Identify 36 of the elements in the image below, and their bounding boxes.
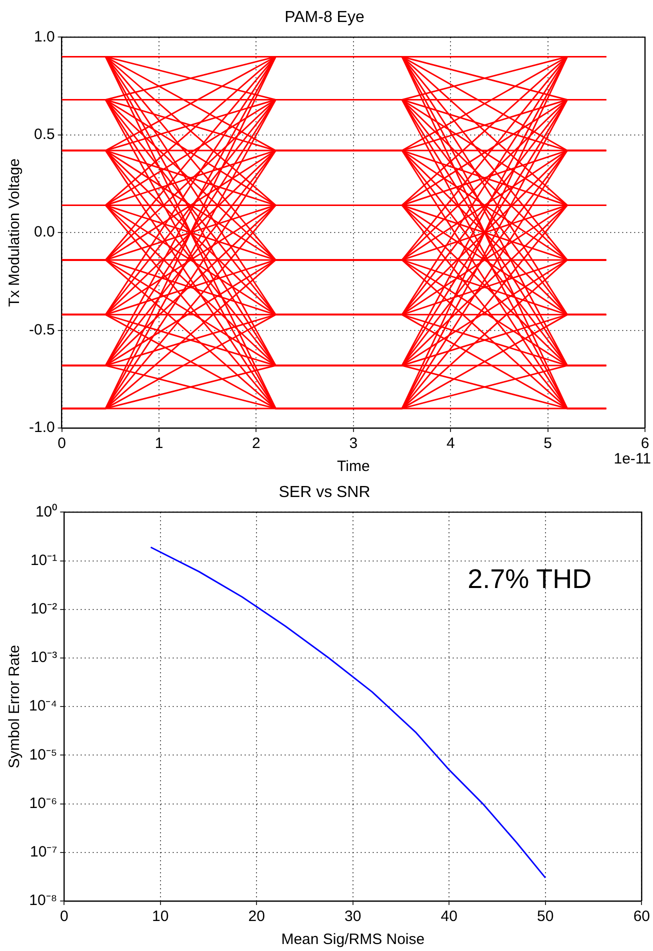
y-tick-label: 0.0 [34,224,55,241]
annotation: 2.7% THD [468,564,592,594]
x-tick-label: 6 [640,435,650,452]
text: 1e-11 [614,450,651,468]
y-axis-title: Symbol Error Rate [6,644,24,768]
y-tick-label: 0.5 [34,126,55,144]
y-tick-label: 10⁻² [30,600,58,618]
y-tick-label: 10⁻⁸ [29,892,58,910]
x-tick-label: 30 [344,908,362,926]
y-tick-label: 10⁻³ [30,649,58,666]
y-tick-label: -1.0 [28,419,55,436]
x-tick-label: 1 [154,435,164,452]
y-tick-label: 10⁻⁵ [29,746,58,764]
y-tick-label: -0.5 [28,321,55,338]
y-tick-label: 1.0 [34,28,55,46]
chart-title: PAM-8 Eye [284,9,364,26]
x-tick-label: 10 [152,908,169,926]
y-tick-label: 10⁰ [35,503,58,520]
x-axis-title: Time [337,458,370,476]
x-tick-label: 4 [446,435,455,452]
x-tick-label: 50 [537,908,554,926]
y-tick-label: 10⁻⁶ [29,794,58,812]
y-tick-label: 10⁻⁴ [28,698,58,715]
x-tick-label: 2 [252,435,260,452]
y-tick-label: 10⁻¹ [30,552,58,569]
x-tick-label: 0 [60,908,68,926]
x-tick-label: 60 [633,908,650,926]
x-tick-label: 5 [544,435,552,452]
x-tick-label: 3 [349,435,358,452]
x-tick-label: 20 [248,908,265,926]
chart-title: SER vs SNR [278,484,370,502]
y-axis-title: Tx Modulation Voltage [6,158,24,307]
x-tick-label: 0 [58,435,66,452]
y-tick-label: 10⁻⁷ [30,844,58,861]
x-tick-label: 40 [440,908,458,926]
x-axis-title: Mean Sig/RMS Noise [281,931,425,948]
